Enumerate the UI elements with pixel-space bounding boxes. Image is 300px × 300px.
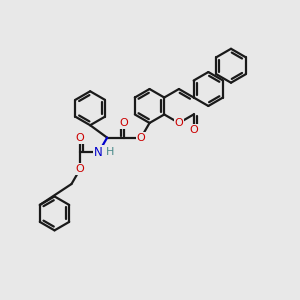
Text: N: N [94, 146, 103, 159]
Text: O: O [76, 133, 84, 143]
Text: O: O [137, 133, 146, 143]
Text: O: O [120, 118, 128, 128]
Text: O: O [76, 164, 84, 174]
Text: O: O [189, 125, 198, 135]
Text: H: H [106, 147, 115, 157]
Text: O: O [175, 118, 183, 128]
